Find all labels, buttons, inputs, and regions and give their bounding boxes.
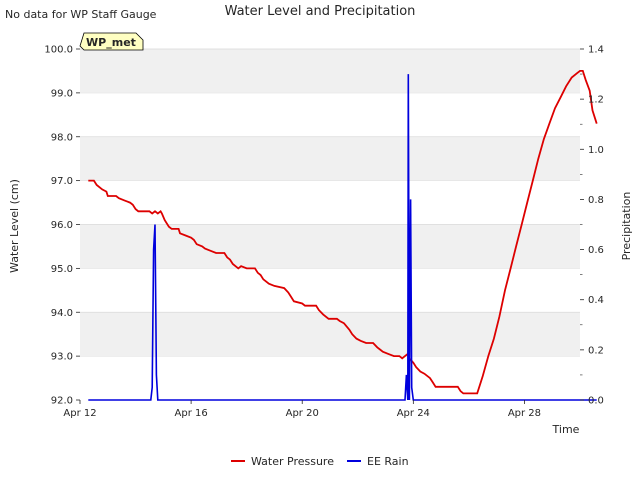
series-line-water-pressure — [88, 70, 598, 395]
y-left-tick-label: 100.0 — [44, 45, 73, 56]
y-right-tick-label: 1.0 — [588, 145, 604, 156]
y-left-tick-label: 94.0 — [51, 308, 73, 319]
station-badge: WP_met — [79, 32, 144, 51]
station-badge-label: WP_met — [86, 36, 136, 49]
x-tick-label: Apr 28 — [508, 408, 541, 419]
legend-label-ee-rain: EE Rain — [367, 455, 409, 468]
legend: Water Pressure EE Rain — [231, 455, 409, 468]
y-axis-left-label: Water Level (cm) — [8, 179, 21, 273]
y-left-tick-label: 98.0 — [51, 132, 73, 143]
no-data-note: No data for WP Staff Gauge — [5, 8, 157, 21]
y-left-tick-label: 97.0 — [51, 176, 73, 187]
grid-band — [80, 49, 580, 93]
y-left-tick-label: 95.0 — [51, 264, 73, 275]
legend-label-water-pressure: Water Pressure — [251, 455, 334, 468]
y-left-tick-label: 92.0 — [51, 396, 73, 407]
series-line-ee-rain — [88, 74, 597, 401]
axes-layer: 92.0 93.0 94.0 95.0 96.0 97.0 98.0 99.0 100.0 0.0… — [44, 45, 604, 420]
station-badge-box — [79, 32, 144, 51]
x-tick-label: Apr 16 — [175, 408, 208, 419]
y-left-tick-label: 96.0 — [51, 220, 73, 231]
y-right-tick-label: 0.2 — [588, 345, 604, 356]
x-axis-label: Time — [552, 423, 580, 436]
series-layer — [88, 70, 598, 401]
chart-title: Water Level and Precipitation — [225, 4, 416, 19]
grid-band — [80, 136, 580, 181]
y-right-tick-label: 0.6 — [588, 245, 604, 256]
y-right-tick-label: 0.8 — [588, 195, 604, 206]
y-left-tick-label: 99.0 — [51, 88, 73, 99]
x-tick-label: Apr 24 — [397, 408, 430, 419]
y-right-tick-label: 1.2 — [588, 95, 604, 106]
x-tick-label: Apr 12 — [63, 408, 96, 419]
x-tick-label: Apr 20 — [286, 408, 319, 419]
y-right-tick-label: 1.4 — [588, 45, 604, 56]
y-right-tick-label: 0.4 — [588, 295, 604, 306]
y-axis-right-label: Precipitation — [620, 192, 633, 261]
y-right-tick-label: 0.0 — [588, 396, 604, 407]
grid-band — [80, 224, 580, 269]
y-left-tick-label: 93.0 — [51, 352, 73, 363]
